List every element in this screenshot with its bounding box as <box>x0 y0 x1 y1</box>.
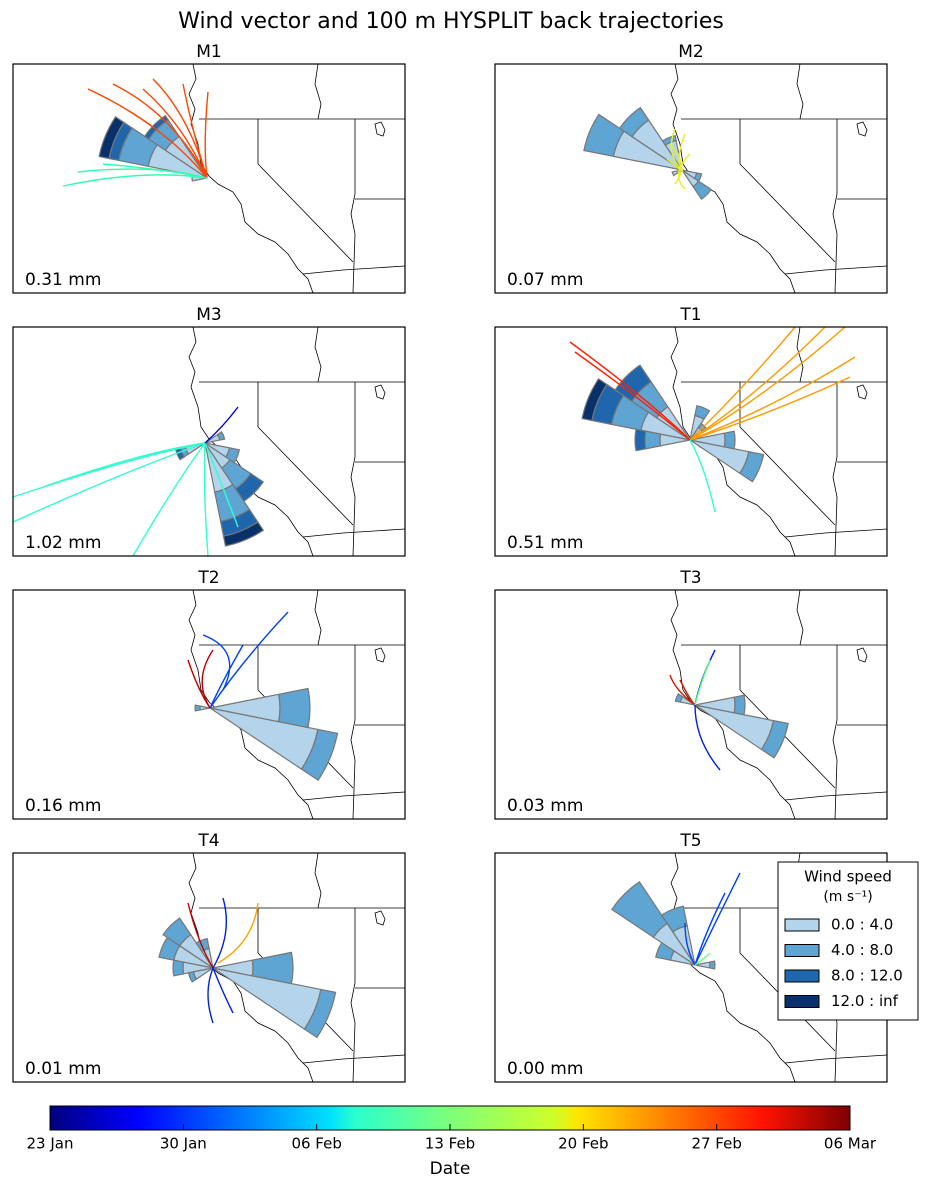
legend-swatch <box>784 918 820 932</box>
rose-segment <box>143 114 169 140</box>
panel-title: M2 <box>678 42 703 62</box>
panel-title: T1 <box>679 305 701 325</box>
panel-title: T3 <box>679 568 701 588</box>
rose-segment <box>187 971 198 983</box>
panel: T3 0.03 mm <box>494 568 888 820</box>
panel: M2 0.07 mm <box>494 42 888 294</box>
legend-label: 4.0 : 8.0 <box>831 941 893 959</box>
panel-title: T4 <box>197 831 219 851</box>
panel-label: 0.16 mm <box>25 796 101 816</box>
colorbar-tick-label: 20 Feb <box>558 1135 608 1153</box>
rose-segment <box>216 431 226 441</box>
rose-segment <box>723 430 736 450</box>
rose-segment <box>618 106 650 138</box>
panel-label: 1.02 mm <box>25 533 101 553</box>
rose-segment <box>583 113 625 158</box>
panel: M3 1.02 mm <box>12 305 406 557</box>
colorbar-tick-label: 23 Jan <box>27 1135 74 1153</box>
rose-segment <box>224 447 241 464</box>
rose-segment <box>694 404 711 421</box>
rose-segment <box>739 450 765 483</box>
rose-segment <box>634 428 647 452</box>
rose-segment <box>251 951 294 985</box>
rose-segment <box>194 704 201 712</box>
panel: T2 0.16 mm <box>12 568 406 820</box>
rose-segment <box>300 728 339 782</box>
panel-label: 0.01 mm <box>25 1059 101 1079</box>
panel-label: 0.51 mm <box>507 533 583 553</box>
rose-segment <box>614 364 652 402</box>
legend-swatch <box>784 995 820 1008</box>
panel-label: 0.31 mm <box>25 270 101 290</box>
legend-swatch <box>784 969 820 983</box>
panel-title: M1 <box>196 42 221 62</box>
rose-segment <box>693 172 703 182</box>
legend-units: (m s⁻¹) <box>823 889 872 905</box>
panel-label: 0.07 mm <box>507 270 583 290</box>
rose-segment <box>222 521 265 547</box>
colorbar-tick-label: 06 Mar <box>824 1135 877 1153</box>
legend: Wind speed (m s⁻¹) 0.0 : 4.0 4.0 : 8.0 8.0… <box>777 861 919 1021</box>
panel-title: T2 <box>197 568 219 588</box>
rose-segment <box>234 472 265 503</box>
rose-segment <box>660 905 688 933</box>
colorbar-tick-label: 13 Feb <box>425 1135 475 1153</box>
legend-title: Wind speed <box>804 868 892 886</box>
legend-box <box>777 861 919 1021</box>
panel-title: T5 <box>679 831 701 851</box>
panel: M1 0.31 mm <box>12 42 406 294</box>
rose-segment <box>644 430 662 450</box>
rose-segment <box>172 959 185 977</box>
rose-segment <box>733 694 746 716</box>
rose-segment <box>692 180 712 200</box>
panel-label: 0.00 mm <box>507 1059 583 1079</box>
colorbar-tick-label: 30 Jan <box>160 1135 207 1153</box>
rose-segment <box>709 960 716 970</box>
legend-swatch <box>784 944 820 957</box>
rose-segment <box>162 917 192 947</box>
rose-segment <box>303 988 337 1039</box>
panel: T1 0.51 mm <box>494 305 888 557</box>
colorbar-label: Date <box>430 1159 471 1179</box>
panel-title: M3 <box>196 305 221 325</box>
rose-segment <box>611 881 669 939</box>
panel-label: 0.03 mm <box>507 796 583 816</box>
panel: T4 0.01 mm <box>12 831 406 1083</box>
rose-segment <box>674 693 684 703</box>
rose-segment <box>655 941 676 961</box>
rose-segment <box>277 687 311 729</box>
colorbar-tick-label: 06 Feb <box>291 1135 341 1153</box>
rose-segment <box>760 719 789 759</box>
rose-segment <box>98 116 125 160</box>
legend-label: 0.0 : 4.0 <box>831 916 893 934</box>
legend-label: 12.0 : inf <box>831 992 899 1010</box>
legend-label: 8.0 : 12.0 <box>831 967 903 985</box>
colorbar-tick-label: 27 Feb <box>691 1135 741 1153</box>
figure-title: Wind vector and 100 m HYSPLIT back traje… <box>178 9 724 34</box>
rose-segment <box>581 378 608 422</box>
